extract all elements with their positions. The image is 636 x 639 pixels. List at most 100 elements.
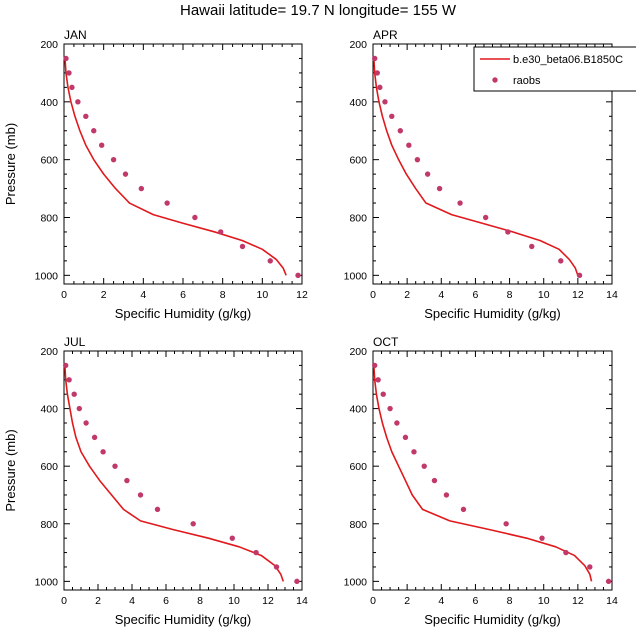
raobs-point xyxy=(190,521,196,527)
x-tick-label: 6 xyxy=(473,595,479,607)
x-tick-label: 0 xyxy=(61,289,67,301)
raobs-point xyxy=(76,405,83,412)
raobs-point xyxy=(424,171,431,177)
raobs-point xyxy=(397,128,404,134)
x-tick-label: 4 xyxy=(438,595,444,607)
x-tick-label: 2 xyxy=(101,289,107,301)
x-tick-label: 6 xyxy=(473,289,479,301)
panel-jul: 0 2 4 6 8 10 12 14 200 400 600 800 1000 JUL Specific H… xyxy=(3,335,308,627)
plot-frame xyxy=(63,350,303,591)
panel-apr: 0 2 4 6 8 10 12 14 200 400 600 800 1000 APR Specific H… xyxy=(344,28,618,321)
raobs-point xyxy=(100,449,106,455)
raobs-point xyxy=(375,377,381,383)
raobs-point xyxy=(431,477,438,484)
x-tick-label: 8 xyxy=(507,595,513,607)
x-tick-label: 14 xyxy=(296,595,308,607)
raobs-point xyxy=(98,142,105,148)
x-tick-label: 12 xyxy=(296,289,308,301)
legend-obs-label: raobs xyxy=(513,75,541,87)
raobs-point xyxy=(137,492,144,498)
y-tick-label: 1000 xyxy=(344,576,368,588)
raobs-point xyxy=(164,200,170,206)
raobs-point xyxy=(110,156,117,163)
y-tick-label: 1000 xyxy=(35,576,59,588)
x-axis-label: Specific Humidity (g/kg) xyxy=(115,612,252,627)
raobs-point xyxy=(295,272,301,279)
x-tick-label: 8 xyxy=(507,289,513,301)
y-axis-label: Pressure (mb) xyxy=(3,123,18,205)
raobs-point xyxy=(239,243,246,250)
x-tick-label: 0 xyxy=(61,595,67,607)
raobs-point xyxy=(372,362,378,369)
y-tick-label: 1000 xyxy=(35,270,59,282)
panel-month-label: APR xyxy=(373,28,398,42)
raobs-point xyxy=(83,113,89,119)
panel-month-label: JAN xyxy=(64,28,87,42)
x-tick-label: 0 xyxy=(370,595,376,607)
raobs-point xyxy=(75,99,81,105)
y-tick-label: 200 xyxy=(40,346,58,358)
raobs-point xyxy=(66,70,72,76)
y-tick-label: 800 xyxy=(40,212,58,224)
y-tick-label: 200 xyxy=(40,39,58,51)
plot-frame xyxy=(63,43,303,285)
raobs-point xyxy=(529,243,535,250)
y-tick-label: 800 xyxy=(349,519,367,531)
x-tick-label: 10 xyxy=(228,595,240,607)
y-tick-label: 200 xyxy=(349,346,367,358)
x-tick-label: 10 xyxy=(538,289,550,301)
model-profile-line xyxy=(373,365,593,582)
x-tick-label: 10 xyxy=(538,595,550,607)
x-tick-label: 12 xyxy=(262,595,274,607)
raobs-point xyxy=(558,258,564,264)
legend-obs-swatch xyxy=(492,77,498,83)
y-tick-label: 400 xyxy=(349,97,367,109)
x-tick-label: 2 xyxy=(404,289,410,301)
raobs-point xyxy=(380,391,386,397)
y-tick-label: 200 xyxy=(349,39,367,51)
raobs-point xyxy=(411,449,417,455)
x-tick-label: 10 xyxy=(256,289,268,301)
raobs-point xyxy=(273,564,280,570)
raobs-point xyxy=(605,578,612,585)
model-profile-line xyxy=(64,365,285,582)
model-profile-line xyxy=(373,58,579,276)
raobs-point xyxy=(457,200,463,206)
x-tick-label: 12 xyxy=(572,595,584,607)
raobs-point xyxy=(389,113,395,119)
raobs-point xyxy=(63,55,69,62)
y-tick-label: 600 xyxy=(40,155,58,167)
raobs-point xyxy=(112,463,118,469)
x-tick-label: 4 xyxy=(438,289,444,301)
x-tick-label: 6 xyxy=(163,595,169,607)
y-tick-label: 400 xyxy=(40,404,58,416)
raobs-point xyxy=(414,156,421,163)
y-tick-label: 400 xyxy=(349,404,367,416)
raobs-point xyxy=(124,477,130,484)
raobs-point xyxy=(374,70,380,76)
y-tick-label: 400 xyxy=(40,97,58,109)
y-axis-label: Pressure (mb) xyxy=(3,429,18,511)
x-tick-label: 4 xyxy=(140,289,146,301)
plot-frame xyxy=(372,350,613,591)
y-tick-label: 600 xyxy=(349,461,367,473)
raobs-point xyxy=(154,506,161,513)
raobs-point xyxy=(91,434,98,441)
x-tick-label: 14 xyxy=(606,289,618,301)
raobs-point xyxy=(71,391,77,397)
panel-month-label: JUL xyxy=(64,335,86,349)
raobs-point xyxy=(69,84,75,91)
panel-jan: 0 2 4 6 8 10 12 200 400 600 800 1000 JAN Specific Hum… xyxy=(3,28,308,321)
raobs-point xyxy=(382,99,388,105)
x-tick-label: 2 xyxy=(404,595,410,607)
legend-box xyxy=(473,46,636,92)
raobs-point xyxy=(402,434,409,441)
model-profile-line xyxy=(64,58,287,276)
x-tick-label: 2 xyxy=(95,595,101,607)
y-tick-label: 600 xyxy=(349,155,367,167)
x-tick-label: 12 xyxy=(572,289,584,301)
raobs-point xyxy=(372,55,378,62)
legend-model-label: b.e30_beta06.B1850C xyxy=(513,54,623,66)
raobs-point xyxy=(217,229,224,235)
